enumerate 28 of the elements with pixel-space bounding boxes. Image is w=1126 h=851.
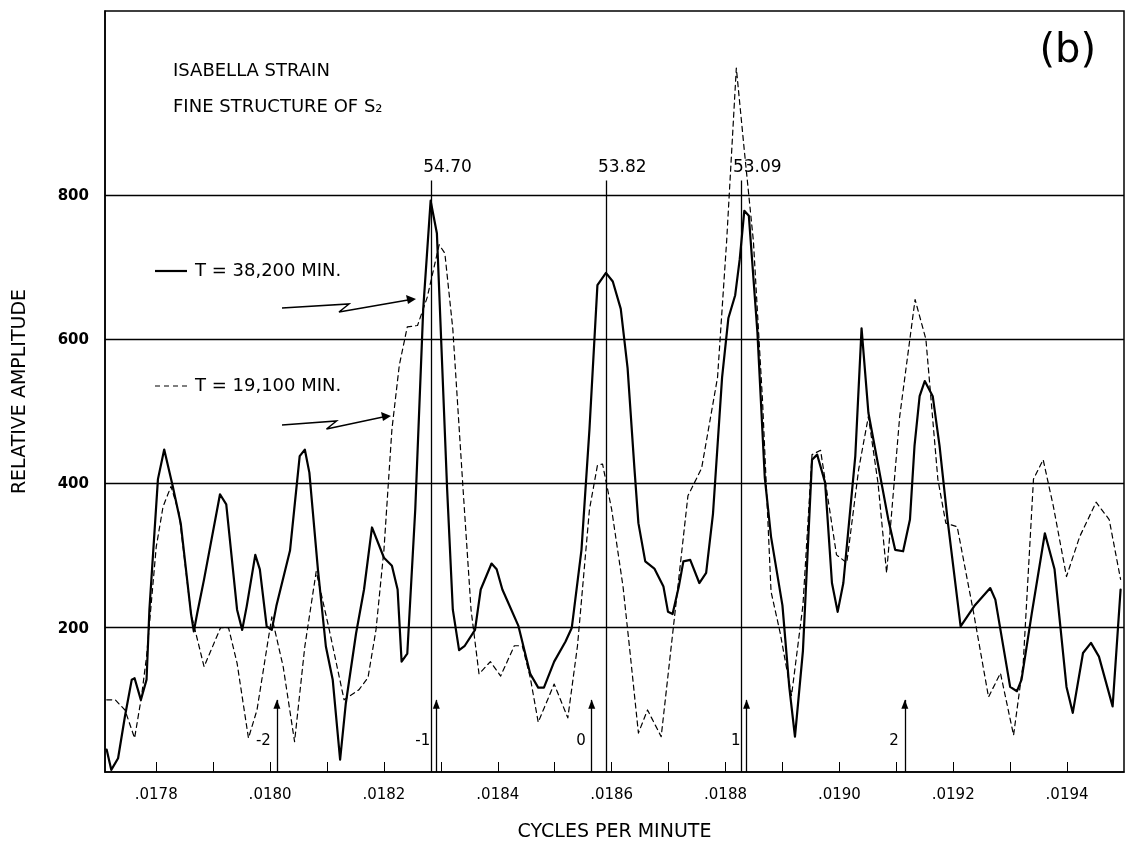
legend-label: T = 38,200 MIN. bbox=[194, 258, 342, 280]
x-tick-label: .0184 bbox=[476, 784, 520, 803]
x-tick-label: .0178 bbox=[134, 784, 178, 803]
y-tick-label: 400 bbox=[57, 474, 89, 493]
x-tick-label: .0190 bbox=[817, 784, 861, 803]
legend-label: T = 19,100 MIN. bbox=[194, 373, 342, 395]
y-axis-title: RELATIVE AMPLITUDE bbox=[6, 288, 29, 495]
annotation: 53.09 bbox=[732, 156, 782, 177]
x-tick-label: .0182 bbox=[362, 784, 406, 803]
x-axis-title: CYCLES PER MINUTE bbox=[517, 818, 712, 841]
y-tick-label: 600 bbox=[57, 330, 89, 349]
annotation: 0 bbox=[576, 730, 586, 749]
annotation: -2 bbox=[255, 730, 271, 749]
text: ISABELLA STRAIN bbox=[173, 58, 330, 80]
x-tick-label: .0192 bbox=[931, 784, 975, 803]
annotation: 54.70 bbox=[423, 156, 472, 177]
x-tick-label: .0180 bbox=[248, 784, 292, 803]
y-tick-label: 800 bbox=[57, 185, 89, 204]
text: FINE STRUCTURE OF S₂ bbox=[173, 94, 383, 116]
x-tick-label: .0186 bbox=[590, 784, 634, 803]
annotation: 2 bbox=[889, 730, 899, 749]
annotation: 1 bbox=[731, 730, 741, 749]
annotation: (b) bbox=[1039, 25, 1097, 71]
x-tick-label: .0194 bbox=[1045, 784, 1089, 803]
x-tick-label: .0188 bbox=[704, 784, 747, 803]
y-tick-label: 200 bbox=[57, 618, 89, 637]
annotation: 53.82 bbox=[597, 156, 647, 177]
annotation: -1 bbox=[415, 730, 431, 749]
